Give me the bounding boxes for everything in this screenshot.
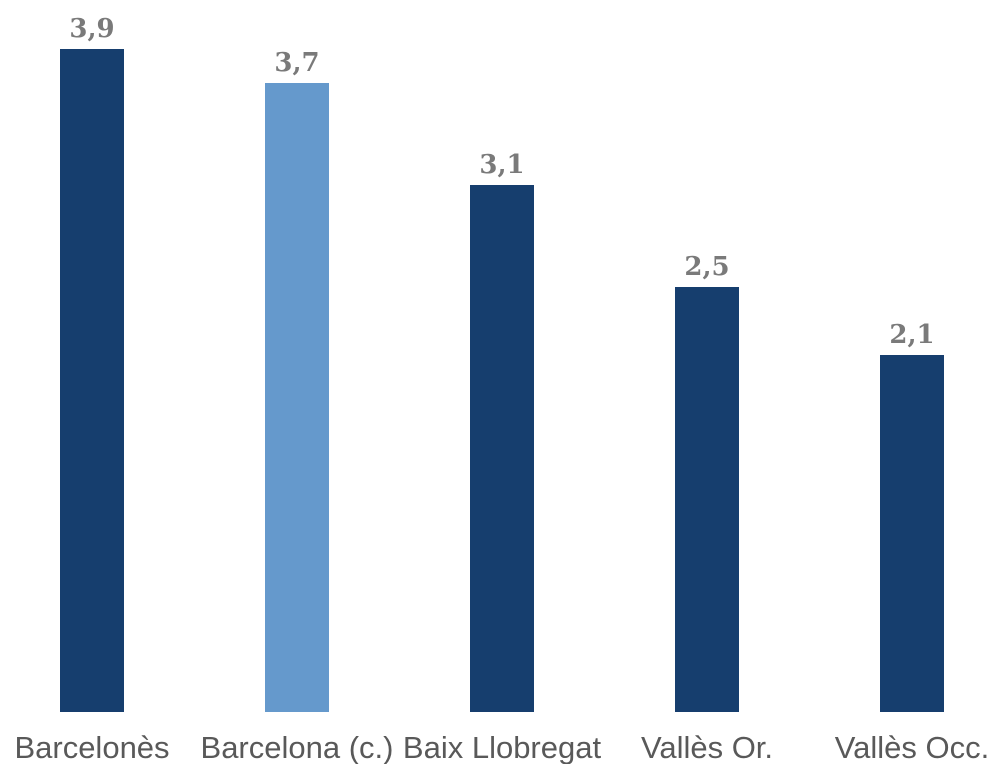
category-label: Baix Llobregat: [403, 730, 602, 764]
bar: [880, 355, 944, 712]
category-labels-group: Barcelonès Barcelona (c.) Baix Llobregat Va…: [14, 730, 989, 764]
bar-value-label: 2,1: [889, 320, 934, 350]
bar: [265, 83, 329, 712]
category-label: Vallès Occ.: [835, 730, 989, 764]
value-labels-group: 3,9 3,7 3,1 2,5 2,1: [69, 14, 934, 350]
bar: [60, 49, 124, 712]
bar-value-label: 3,9: [69, 14, 114, 44]
category-label: Vallès Or.: [641, 730, 773, 764]
bar: [675, 287, 739, 712]
category-label: Barcelona (c.): [201, 730, 394, 764]
bar-value-label: 3,7: [274, 48, 319, 78]
bar-value-label: 3,1: [479, 150, 524, 180]
bar: [470, 185, 534, 712]
category-label: Barcelonès: [14, 730, 169, 764]
bars-group: [60, 49, 944, 712]
bar-value-label: 2,5: [684, 252, 729, 282]
